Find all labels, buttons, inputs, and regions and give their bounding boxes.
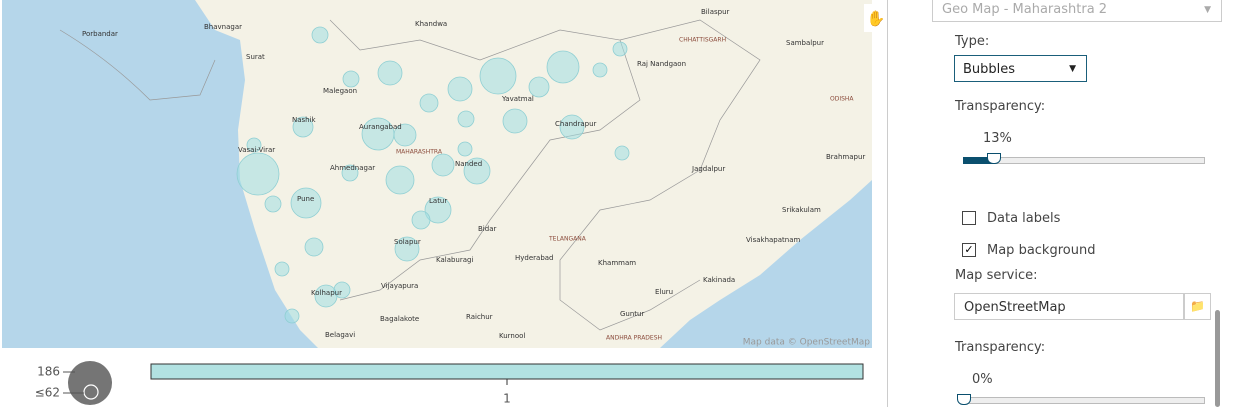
type-select[interactable]: Bubbles ▼ xyxy=(954,55,1087,82)
city-label: Yavatmal xyxy=(501,95,534,103)
scrollbar[interactable] xyxy=(1215,310,1220,407)
field-label: Transparency: xyxy=(955,99,1046,114)
city-label: Raj Nandgaon xyxy=(637,60,686,68)
properties-panel: Geo Map - Maharashtra 2 ▼ Type: Bubbles ▼ … xyxy=(889,0,1239,407)
city-label: Eluru xyxy=(655,288,673,296)
city-label: Porbandar xyxy=(82,30,118,38)
border xyxy=(559,19,761,331)
city-label: Solapur xyxy=(394,238,421,246)
region-label: TELANGANA xyxy=(548,236,587,243)
slider-value: 13% xyxy=(983,131,1012,146)
border xyxy=(59,29,216,101)
city-label: Bhavnagar xyxy=(204,23,242,31)
city-label: Khammam xyxy=(598,259,636,267)
city-label: Raichur xyxy=(466,313,493,321)
city-label: Visakhapatnam xyxy=(746,236,800,244)
bubbles xyxy=(236,26,630,324)
browse-button[interactable]: 📁 xyxy=(1184,293,1211,320)
city-label: Chandrapur xyxy=(555,120,597,128)
legend-label: 186 xyxy=(37,365,60,379)
region-label: CHHATTISGARH xyxy=(679,37,726,44)
slider-value: 0% xyxy=(972,372,993,387)
slider-thumb[interactable] xyxy=(987,153,1001,164)
city-label: Kolhapur xyxy=(311,289,342,297)
city-label: Aurangabad xyxy=(359,123,402,131)
city-label: Pune xyxy=(297,195,314,203)
field-label: Transparency: xyxy=(955,340,1046,355)
slider-fill xyxy=(963,157,993,164)
legend-size-max xyxy=(68,361,112,405)
field-label: Map service: xyxy=(955,268,1038,283)
city-label: Bidar xyxy=(478,225,496,233)
object-dropdown[interactable]: Geo Map - Maharashtra 2 ▼ xyxy=(932,0,1222,22)
city-label: Khandwa xyxy=(415,20,447,28)
city-label: Kakinada xyxy=(703,276,735,284)
city-label: Bagalakote xyxy=(380,315,419,323)
city-label: Vasai-Virar xyxy=(238,146,275,154)
map-view: Porbandar Bhavnagar Khandwa Bilaspur Sur… xyxy=(2,0,888,407)
slider-track[interactable] xyxy=(963,397,1205,404)
color-legend-bar xyxy=(150,363,864,380)
map-labels: Porbandar Bhavnagar Khandwa Bilaspur Sur… xyxy=(82,8,865,342)
checkbox-label: Data labels xyxy=(987,211,1061,226)
pan-icon: ✋ xyxy=(867,10,886,28)
city-label: Malegaon xyxy=(323,87,357,95)
region-label: MAHARASHTRA xyxy=(396,149,443,156)
border xyxy=(329,19,641,301)
select-arrow: ▼ xyxy=(1069,64,1076,74)
city-label: Surat xyxy=(246,53,265,61)
city-label: Vijayapura xyxy=(381,282,418,290)
city-label: Nashik xyxy=(292,116,317,124)
city-label: Ahmednagar xyxy=(330,164,375,172)
region-label: ODISHA xyxy=(830,96,854,103)
city-label: Srikakulam xyxy=(782,206,821,214)
checkbox-label: Map background xyxy=(987,243,1096,258)
city-label: Latur xyxy=(429,197,447,205)
city-label: Kurnool xyxy=(499,332,525,340)
input-text: OpenStreetMap xyxy=(964,300,1066,315)
city-label: Jagdalpur xyxy=(691,165,725,173)
checkbox[interactable] xyxy=(962,211,976,225)
dropdown-text: Geo Map - Maharashtra 2 xyxy=(942,2,1108,17)
field-label: Type: xyxy=(955,34,990,49)
city-label: Bilaspur xyxy=(701,8,730,16)
map-service-input[interactable]: OpenStreetMap xyxy=(954,293,1184,320)
legend-label: ≤62 xyxy=(35,386,60,400)
pan-button[interactable] xyxy=(864,4,888,32)
city-label: Guntur xyxy=(620,310,644,318)
region-label: ANDHRA PRADESH xyxy=(606,335,662,342)
select-text: Bubbles xyxy=(963,62,1016,77)
dropdown-arrow: ▼ xyxy=(1204,5,1211,15)
city-label: Brahmapur xyxy=(826,153,865,161)
city-label: Nanded xyxy=(455,160,482,168)
city-label: Sambalpur xyxy=(786,39,824,47)
city-label: Hyderabad xyxy=(515,254,554,262)
color-legend-label: 1 xyxy=(503,392,511,406)
sea xyxy=(660,180,872,348)
city-label: Belagavi xyxy=(325,331,355,339)
legend-size-min xyxy=(83,384,99,400)
slider-thumb[interactable] xyxy=(957,394,971,405)
sea xyxy=(2,0,318,348)
checkbox-checked[interactable]: ✓ xyxy=(962,243,976,257)
city-label: Kalaburagi xyxy=(436,256,473,264)
attribution: Map data © OpenStreetMap xyxy=(743,338,871,348)
